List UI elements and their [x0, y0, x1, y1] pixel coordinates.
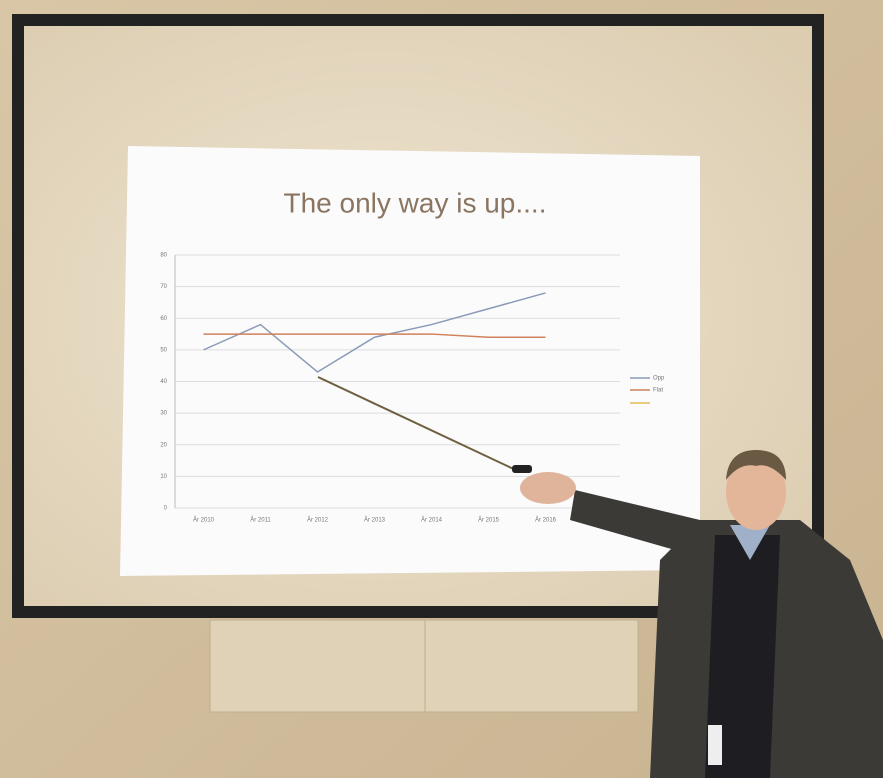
- x-tick-label: År 2014: [421, 517, 443, 524]
- legend-label: Flat: [653, 388, 663, 394]
- x-tick-label: År 2010: [193, 517, 215, 524]
- wall-panel: [210, 620, 638, 712]
- photo: The only way is up.... 01020304050607080…: [0, 0, 883, 778]
- y-tick-label: 70: [160, 284, 167, 290]
- legend-label: Opp: [653, 376, 665, 382]
- x-tick-label: År 2012: [307, 517, 329, 524]
- x-tick-label: År 2015: [478, 517, 500, 524]
- badge: [708, 725, 722, 765]
- y-tick-label: 30: [160, 411, 167, 417]
- x-tick-label: År 2016: [535, 517, 557, 524]
- y-tick-label: 80: [160, 253, 167, 259]
- clicker: [512, 465, 532, 473]
- x-tick-label: År 2013: [364, 517, 386, 524]
- y-tick-label: 40: [160, 379, 167, 385]
- page: The only way is up.... 01020304050607080…: [0, 0, 883, 778]
- x-tick-label: År 2011: [250, 517, 271, 524]
- hand: [520, 472, 576, 504]
- y-tick-label: 10: [160, 474, 167, 480]
- y-tick-label: 20: [160, 442, 167, 448]
- y-tick-label: 50: [160, 347, 167, 353]
- y-tick-label: 60: [160, 316, 167, 322]
- chart-title: The only way is up....: [283, 187, 546, 218]
